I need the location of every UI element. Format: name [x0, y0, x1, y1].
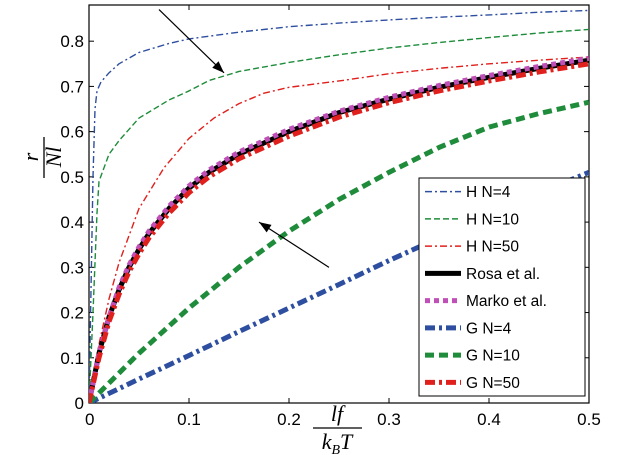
y-axis-label-denominator: Nl [41, 147, 66, 169]
annotation-arrow-head [212, 61, 224, 73]
y-tick-label: 0.3 [60, 258, 84, 277]
x-axis-label-numerator: lf [331, 401, 346, 426]
x-axis-label: lf kBT [313, 401, 362, 455]
x-tick-label: 0.5 [577, 410, 601, 429]
y-tick-label: 0.4 [60, 213, 84, 232]
y-axis-label-numerator: r [18, 152, 43, 161]
y-tick-label: 0.1 [60, 349, 84, 368]
x-tick-label: 0.3 [377, 410, 401, 429]
y-tick-label: 0.5 [60, 168, 84, 187]
legend-label: H N=4 [466, 184, 511, 201]
x-axis-label-denominator-main: k [322, 429, 333, 454]
x-tick-label: 0.4 [477, 410, 501, 429]
annotation-arrow-shaft [158, 9, 225, 74]
legend-label: H N=10 [466, 211, 519, 228]
series-line-6 [89, 170, 589, 403]
legend-box [418, 177, 586, 397]
series-line-3 [89, 56, 589, 403]
series-line-5 [89, 55, 589, 403]
series-line-2 [89, 28, 589, 403]
annotation-layer [158, 9, 330, 268]
series-line-8 [89, 61, 589, 403]
legend-label: Rosa et al. [466, 266, 540, 283]
legend-label: Marko et al. [466, 293, 547, 310]
annotation-arrow-head [259, 222, 272, 233]
x-tick-label: 0 [85, 410, 94, 429]
legend: H N=4 H N=10 H N=50 Rosa et al. Marko et al.… [418, 177, 586, 397]
legend-label: H N=50 [466, 239, 519, 256]
annotation-arrow-shaft [258, 221, 330, 268]
plot-frame [88, 4, 590, 404]
x-axis-label-denominator: kBT [322, 429, 354, 455]
y-tick-label: 0.7 [60, 77, 84, 96]
legend-label: G N=10 [466, 348, 520, 365]
y-tick-label: 0.6 [60, 123, 84, 142]
axes: 0 0.1 0.2 0.3 0.4 0.5 0 0.1 0.2 0.3 0.4 0.5 0.6 0.7 0.… [60, 4, 601, 429]
y-axis-label: r Nl [18, 137, 66, 178]
legend-label: G N=4 [466, 320, 512, 337]
y-tick-label: 0 [75, 394, 84, 413]
x-axis-label-denominator-sub: B [331, 443, 340, 455]
x-tick-label: 0.2 [277, 410, 301, 429]
x-axis-label-denominator-tail: T [340, 429, 354, 454]
series-layer [89, 9, 589, 403]
legend-label: G N=50 [466, 375, 520, 392]
series-line-7 [89, 99, 589, 403]
x-tick-label: 0.1 [177, 410, 201, 429]
y-tick-label: 0.2 [60, 304, 84, 323]
y-tick-label: 0.8 [60, 32, 84, 51]
